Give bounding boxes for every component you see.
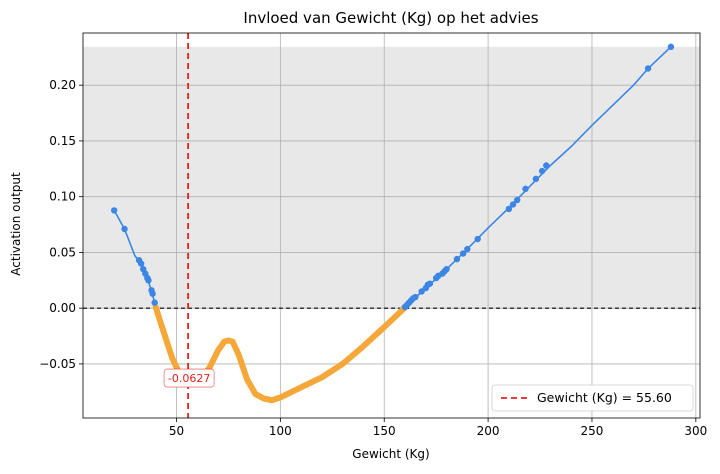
data-point — [522, 185, 529, 193]
data-point — [464, 245, 471, 253]
x-tick-label: 250 — [581, 424, 604, 438]
y-tick-label: 0.15 — [49, 134, 76, 148]
x-tick-label: 50 — [169, 424, 184, 438]
data-point — [412, 293, 419, 301]
data-point — [149, 290, 156, 297]
data-point — [538, 167, 546, 175]
x-tick-label: 150 — [373, 424, 396, 438]
x-tick-label: 100 — [269, 424, 292, 438]
data-point — [474, 235, 481, 243]
x-axis-label: Gewicht (Kg) — [352, 447, 429, 461]
legend-box — [491, 384, 694, 412]
x-tick-label: 300 — [684, 424, 707, 438]
data-point — [505, 205, 513, 213]
y-tick-label: 0.20 — [49, 78, 76, 92]
annotation-label: -0.0627 — [168, 372, 210, 385]
chart-title: Invloed van Gewicht (Kg) op het advies — [243, 9, 538, 27]
x-tick-label: 200 — [477, 424, 500, 438]
data-point — [509, 201, 517, 208]
y-tick-label: 0.05 — [49, 245, 76, 259]
data-point — [513, 196, 521, 204]
y-axis-label: Activation output — [9, 172, 23, 276]
y-tick-label: −0.05 — [39, 357, 76, 371]
data-point — [453, 255, 461, 263]
legend-label: Gewicht (Kg) = 55.60 — [537, 390, 672, 405]
data-point — [443, 265, 450, 273]
data-point — [151, 299, 158, 306]
data-point — [426, 280, 434, 287]
data-point — [145, 277, 152, 284]
data-point — [543, 162, 550, 169]
axes-frame — [82, 32, 701, 419]
y-tick-label: 0.10 — [49, 190, 76, 204]
data-point — [667, 43, 675, 51]
series-line-positive — [404, 46, 672, 308]
data-point — [137, 260, 145, 267]
shaded-band — [83, 46, 700, 309]
plot-area: 50 100 150 200 250 300 −0.05 0.00 0.05 0.10 0.15 0.… — [39, 32, 707, 438]
annotation-box — [163, 368, 215, 388]
data-point — [110, 207, 118, 214]
data-point — [532, 175, 540, 183]
data-point — [121, 225, 128, 233]
data-point — [644, 65, 652, 72]
data-point — [459, 250, 467, 257]
y-tick-label: 0.00 — [49, 301, 76, 315]
